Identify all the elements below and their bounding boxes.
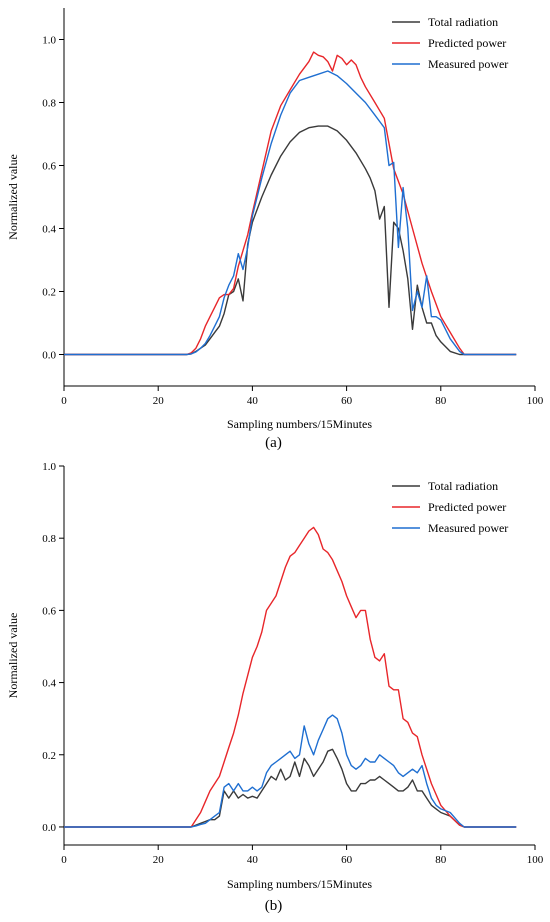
series-line-total-radiation (64, 125, 517, 356)
y-tick-label: 0.4 (42, 678, 56, 690)
x-tick-label: 40 (247, 854, 259, 866)
panel-label: (b) (265, 898, 283, 914)
y-tick-label: 1.0 (42, 461, 56, 473)
y-tick-label: 0.6 (42, 605, 56, 617)
legend: Total radiation Predicted power Measured p… (392, 15, 508, 71)
y-axis-label: Normalized value (6, 613, 20, 699)
series-line-measured-power (64, 714, 517, 828)
x-axis-label: Sampling numbers/15Minutes (227, 877, 372, 891)
x-tick-label: 80 (435, 395, 447, 407)
y-tick-label: 0.4 (42, 224, 56, 236)
series-line-predicted-power (64, 526, 517, 828)
x-tick-label: 20 (153, 395, 165, 407)
chart-panel-a: 0 20 40 60 80 100 0.0 0.2 0.4 0.6 0.8 1.0 Sampling n… (6, 8, 544, 451)
x-tick-label: 80 (435, 854, 447, 866)
series-line-total-radiation (64, 748, 517, 828)
x-tick-label: 0 (61, 854, 67, 866)
y-axis-label: Normalized value (6, 154, 20, 240)
legend-label: Predicted power (428, 36, 506, 50)
y-tick-label: 0.2 (42, 287, 56, 299)
x-tick-label: 100 (527, 395, 544, 407)
x-tick-label: 60 (341, 854, 353, 866)
legend-label: Predicted power (428, 500, 506, 514)
series-line-measured-power (64, 70, 517, 356)
y-tick-label: 0.0 (42, 822, 56, 834)
panel-label: (a) (265, 435, 282, 451)
y-tick-label: 0.8 (42, 533, 56, 545)
y-tick-label: 1.0 (42, 35, 56, 47)
x-tick-label: 100 (527, 854, 544, 866)
legend-label: Measured power (428, 57, 508, 71)
chart-panel-b: 0 20 40 60 80 100 0.0 0.2 0.4 0.6 0.8 1.0 Sampling n… (6, 461, 544, 914)
series-line-predicted-power (64, 51, 517, 356)
y-tick-label: 0.2 (42, 750, 56, 762)
x-tick-label: 0 (61, 395, 67, 407)
y-tick-label: 0.0 (42, 350, 56, 362)
x-tick-label: 20 (153, 854, 165, 866)
legend: Total radiation Predicted power Measured p… (392, 479, 508, 535)
legend-label: Measured power (428, 521, 508, 535)
legend-label: Total radiation (428, 15, 498, 29)
legend-label: Total radiation (428, 479, 498, 493)
y-tick-label: 0.6 (42, 161, 56, 173)
x-tick-label: 40 (247, 395, 259, 407)
x-axis-label: Sampling numbers/15Minutes (227, 417, 372, 431)
y-tick-label: 0.8 (42, 98, 56, 110)
x-tick-label: 60 (341, 395, 353, 407)
